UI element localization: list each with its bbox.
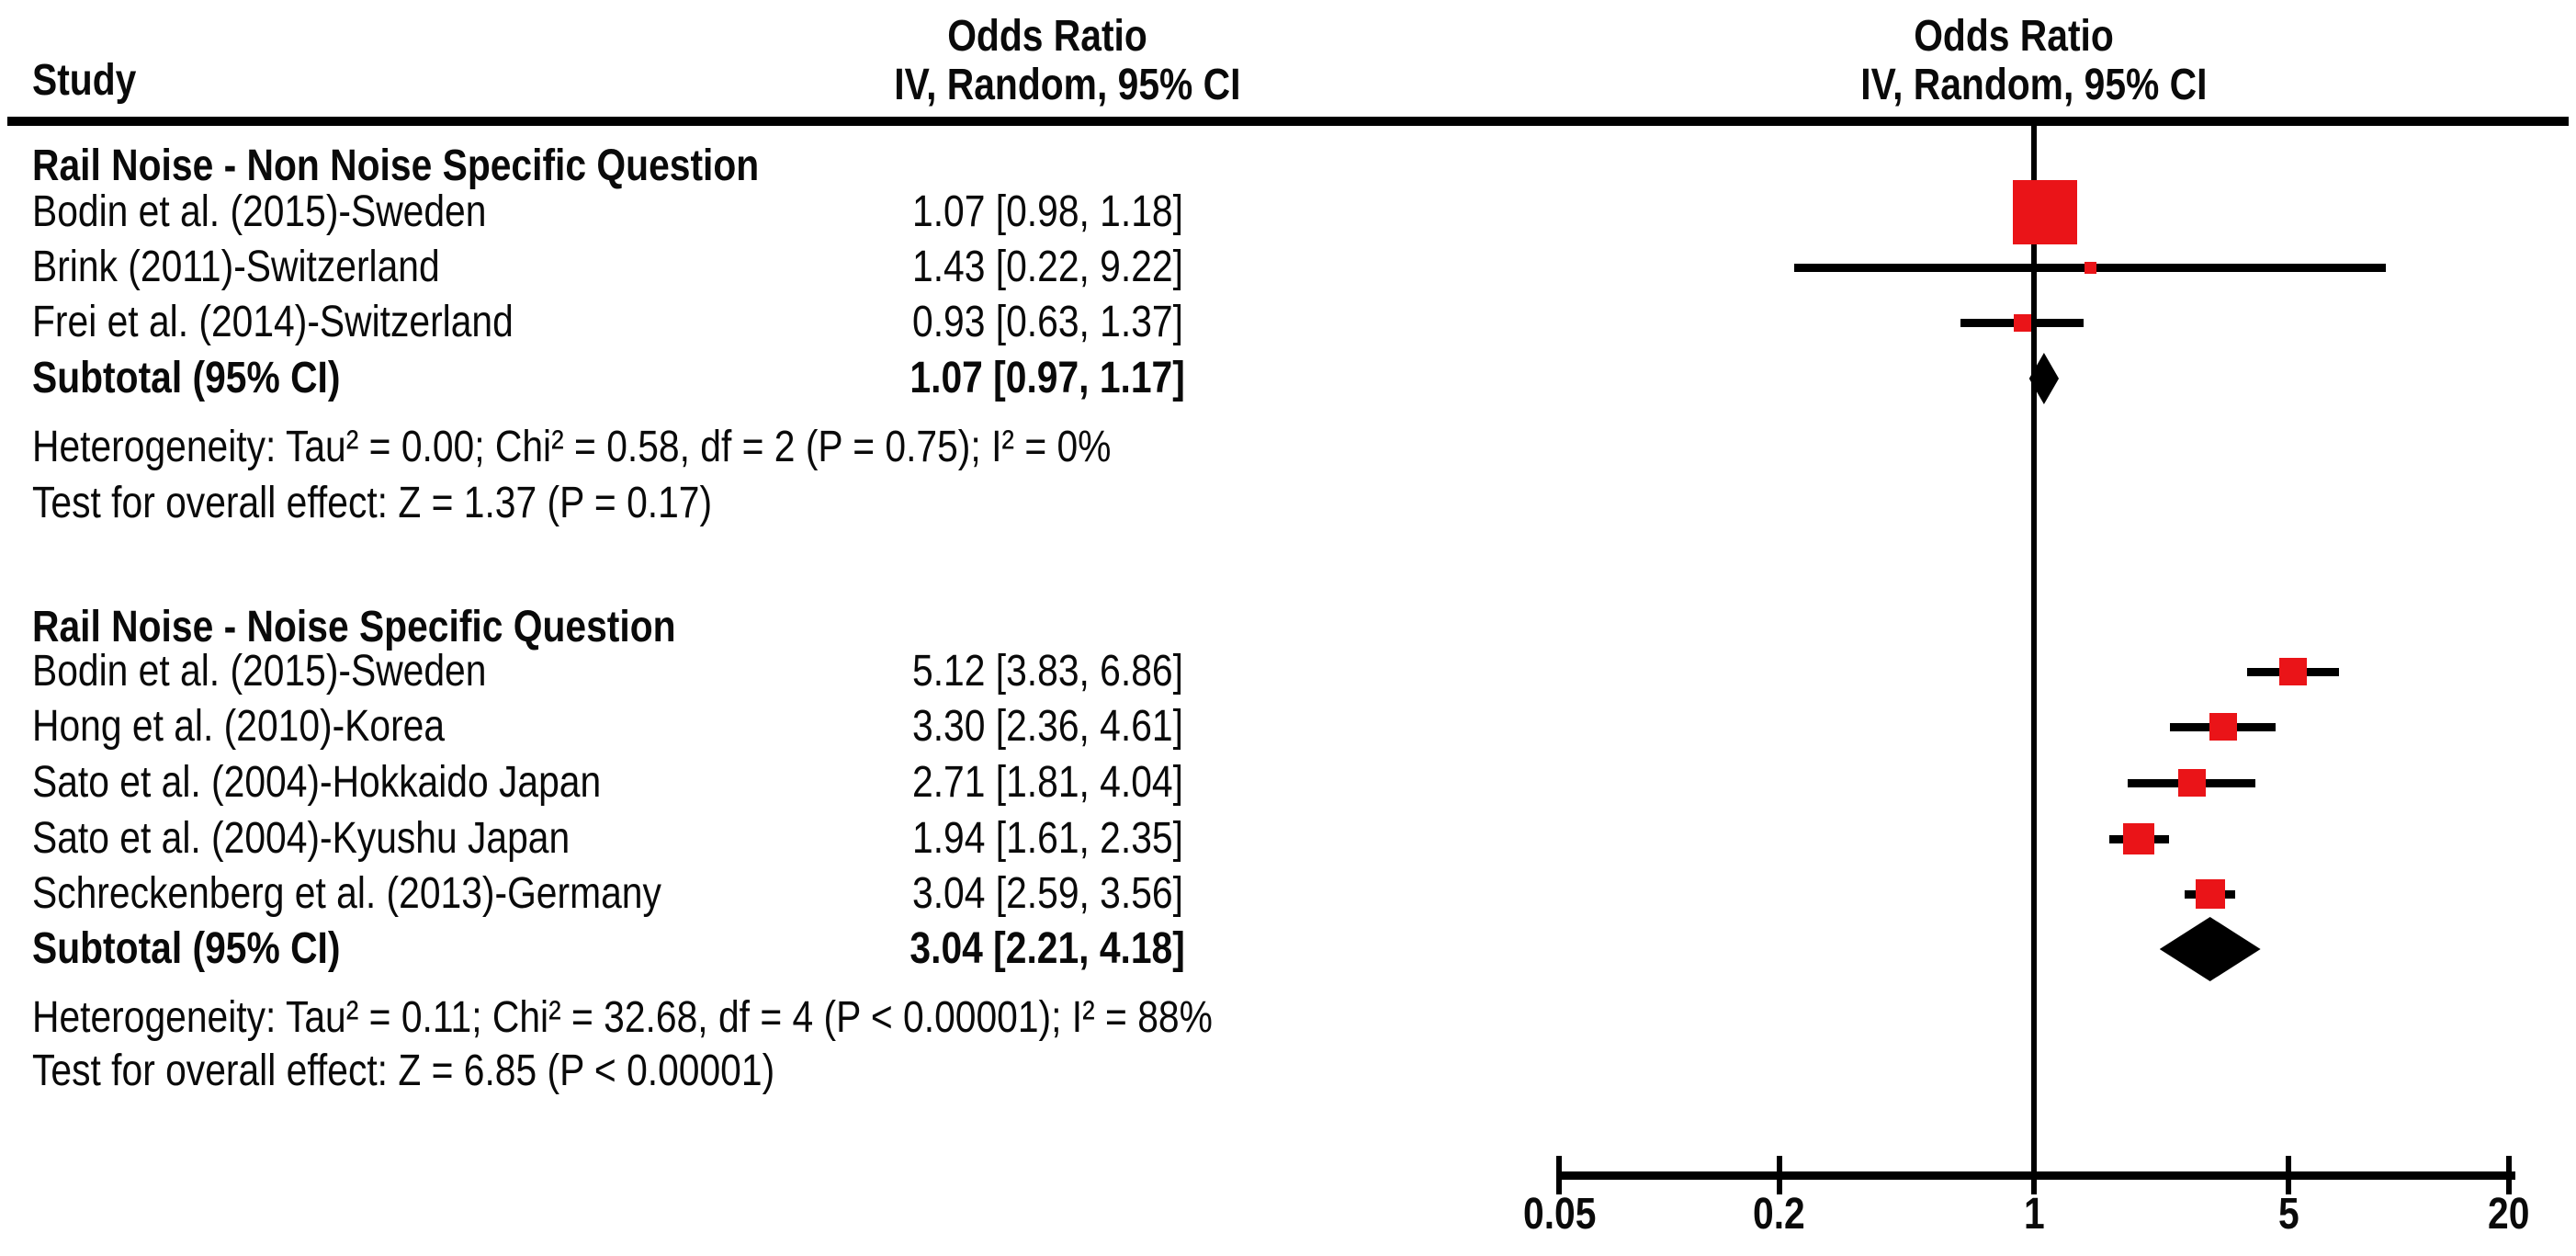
subtotal-or-value: 1.07 [0.97, 1.17] [864,355,1231,402]
study-label: Schreckenberg et al. (2013)-Germany [32,869,661,918]
axis-tick [2031,1156,2037,1194]
study-column-header: Study [32,56,137,105]
axis-tick-label-text: 0.05 [1522,1190,1597,1239]
point-estimate-marker [2209,713,2237,741]
point-estimate-marker [2177,769,2206,797]
or-value: 5.12 [3.83, 6.86] [864,648,1231,696]
plot-header-line2-text: IV, Random, 95% CI [1860,61,2208,109]
heterogeneity-note: Heterogeneity: Tau² = 0.00; Chi² = 0.58,… [32,423,1112,471]
axis-tick-label-text: 5 [2278,1190,2299,1239]
study-label: Frei et al. (2014)-Switzerland [32,298,514,346]
or-value-text: 2.71 [1.81, 4.04] [911,758,1183,807]
study-label: Bodin et al. (2015)-Sweden [32,647,487,696]
point-estimate-marker [2195,879,2225,909]
or-header-line2-text: IV, Random, 95% CI [894,61,1241,109]
plot-header-line2: IV, Random, 95% CI [1830,62,2207,109]
axis-tick-label: 5 [2197,1191,2380,1239]
axis-tick-label-text: 20 [2487,1190,2530,1239]
or-header-line1-text: Odds Ratio [947,12,1147,61]
plot-header-line1: Odds Ratio [1830,13,2198,61]
overall-effect-note: Test for overall effect: Z = 6.85 (P < 0… [32,1047,775,1095]
subtotal-or-value-text: 1.07 [0.97, 1.17] [910,354,1185,402]
axis-tick-label: 20 [2417,1191,2576,1239]
header-divider [7,117,2569,126]
or-value: 1.94 [1.61, 2.35] [864,815,1231,863]
group-heading: Rail Noise - Non Noise Specific Question [32,141,760,190]
or-value-text: 3.30 [2.36, 4.61] [911,702,1183,751]
or-value: 1.07 [0.98, 1.18] [864,188,1231,236]
or-value-text: 1.07 [0.98, 1.18] [911,187,1183,236]
axis-tick-label: 0.05 [1467,1191,1651,1239]
subtotal-label: Subtotal (95% CI) [32,924,341,973]
or-value: 3.30 [2.36, 4.61] [864,703,1231,751]
subtotal-or-value: 3.04 [2.21, 4.18] [864,925,1231,973]
point-estimate-marker [2123,823,2155,854]
axis-tick [1556,1156,1563,1194]
overall-effect-note: Test for overall effect: Z = 1.37 (P = 0… [32,479,713,527]
axis-tick-label: 1 [1942,1191,2126,1239]
point-estimate-marker [2085,261,2097,274]
or-header-line1: Odds Ratio [864,13,1231,61]
or-header-line2: IV, Random, 95% CI [864,62,1240,109]
axis-center-line [2031,126,2037,1175]
or-value-text: 0.93 [0.63, 1.37] [911,298,1183,346]
point-estimate-marker [2012,180,2077,244]
heterogeneity-note: Heterogeneity: Tau² = 0.11; Chi² = 32.68… [32,993,1213,1042]
study-label: Hong et al. (2010)-Korea [32,702,446,751]
subtotal-label: Subtotal (95% CI) [32,354,341,402]
or-value: 2.71 [1.81, 4.04] [864,759,1231,807]
or-value: 3.04 [2.59, 3.56] [864,870,1231,918]
or-value-text: 3.04 [2.59, 3.56] [911,869,1183,918]
study-label: Brink (2011)-Switzerland [32,243,440,291]
study-label: Sato et al. (2004)-Kyushu Japan [32,814,571,863]
or-value: 0.93 [0.63, 1.37] [864,299,1231,346]
axis-tick-label-text: 1 [2023,1190,2045,1239]
subtotal-or-value-text: 3.04 [2.21, 4.18] [910,924,1185,973]
axis-tick [2286,1156,2292,1194]
plot-header-line1-text: Odds Ratio [1914,12,2114,61]
or-value-text: 5.12 [3.83, 6.86] [911,647,1183,696]
group-heading: Rail Noise - Noise Specific Question [32,603,676,651]
study-label: Bodin et al. (2015)-Sweden [32,187,487,236]
or-value: 1.43 [0.22, 9.22] [864,243,1231,291]
study-label: Sato et al. (2004)-Hokkaido Japan [32,758,602,807]
subtotal-diamond [2159,917,2261,981]
axis-tick [1776,1156,1782,1194]
point-estimate-marker [2278,658,2307,685]
axis-tick [2505,1156,2512,1194]
axis-tick-label: 0.2 [1688,1191,1871,1239]
or-value-text: 1.94 [1.61, 2.35] [911,814,1183,863]
point-estimate-marker [2013,313,2031,332]
axis-tick-label-text: 0.2 [1753,1190,1805,1239]
or-value-text: 1.43 [0.22, 9.22] [911,243,1183,291]
